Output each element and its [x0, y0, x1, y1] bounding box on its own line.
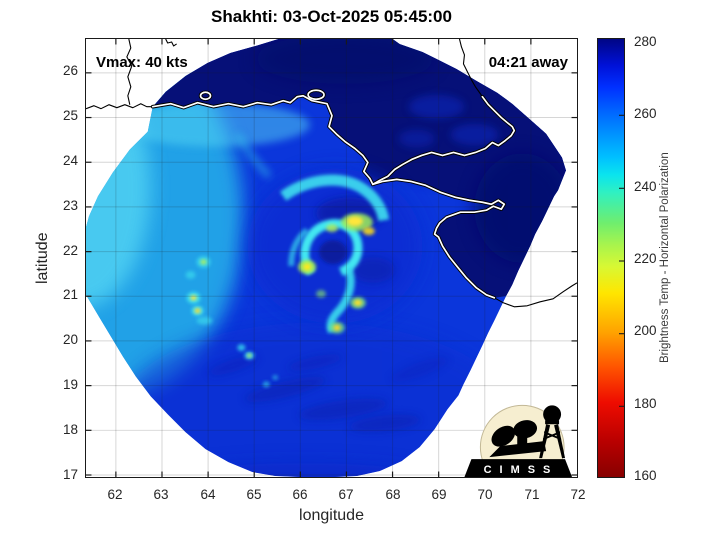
x-tick-label: 69: [431, 487, 447, 502]
scattered-cells: [185, 256, 279, 388]
vmax-annotation: Vmax: 40 kts: [96, 54, 188, 71]
x-tick-label: 62: [107, 487, 123, 502]
x-tick-label: 66: [292, 487, 308, 502]
colorbar-tick-label: 200: [634, 323, 657, 339]
x-tick-label: 63: [153, 487, 169, 502]
ocean-texture-streaks: [208, 354, 448, 433]
logo-text: C I M S S: [484, 464, 553, 476]
coastline-inside: [150, 88, 517, 300]
x-axis-label: longitude: [299, 507, 364, 524]
coastline-outside-black: [86, 39, 577, 308]
y-tick-label: 21: [62, 287, 78, 303]
y-tick-label: 19: [62, 377, 78, 393]
y-axis-label: latitude: [34, 232, 51, 284]
y-tick-label: 18: [62, 422, 78, 438]
x-tick-label: 67: [338, 487, 354, 502]
colorbar-tick-label: 180: [634, 395, 657, 411]
colorbar-tick-label: 260: [634, 106, 657, 122]
x-tick-label: 68: [385, 487, 401, 502]
eta-annotation: 04:21 away: [488, 54, 568, 71]
storm-spiral: [234, 132, 423, 334]
axis-ticks: [86, 39, 577, 477]
y-tick-label: 22: [62, 242, 78, 258]
colorbar-tick-label: 220: [634, 251, 657, 266]
swath-data-layer: [86, 39, 567, 477]
colorbar: [597, 38, 625, 478]
colorbar-ticks: [619, 114, 624, 407]
y-tick-label: 23: [62, 197, 78, 213]
y-tick-label: 17: [62, 467, 78, 482]
map-axes: C I M S S Vmax: 40 kts 04:21 away: [85, 38, 578, 478]
colorbar-tick-label: 240: [634, 178, 657, 194]
cimss-logo: C I M S S: [464, 404, 573, 477]
colorbar-tick-label: 280: [634, 34, 657, 49]
x-tick-label: 65: [246, 487, 262, 502]
storm-eye: [319, 240, 347, 264]
logo-silhouette: [489, 405, 566, 459]
colorbar-label: Brightness Temp - Horizontal Polarizatio…: [659, 152, 671, 364]
bt-swath-map: C I M S S: [86, 39, 577, 477]
y-tick-label: 20: [62, 332, 78, 348]
y-tick-label: 24: [62, 152, 78, 168]
x-tick-label: 70: [477, 487, 493, 502]
logo-banner: [464, 459, 573, 477]
x-tick-label: 71: [524, 487, 540, 502]
colorbar-tick-label: 160: [634, 468, 657, 483]
y-tick-label: 26: [62, 63, 78, 78]
y-tick-label: 25: [62, 107, 78, 123]
x-tick-label: 72: [570, 487, 586, 502]
x-tick-label: 64: [200, 487, 216, 502]
plot-title: Shakhti: 03-Oct-2025 05:45:00: [211, 7, 452, 26]
